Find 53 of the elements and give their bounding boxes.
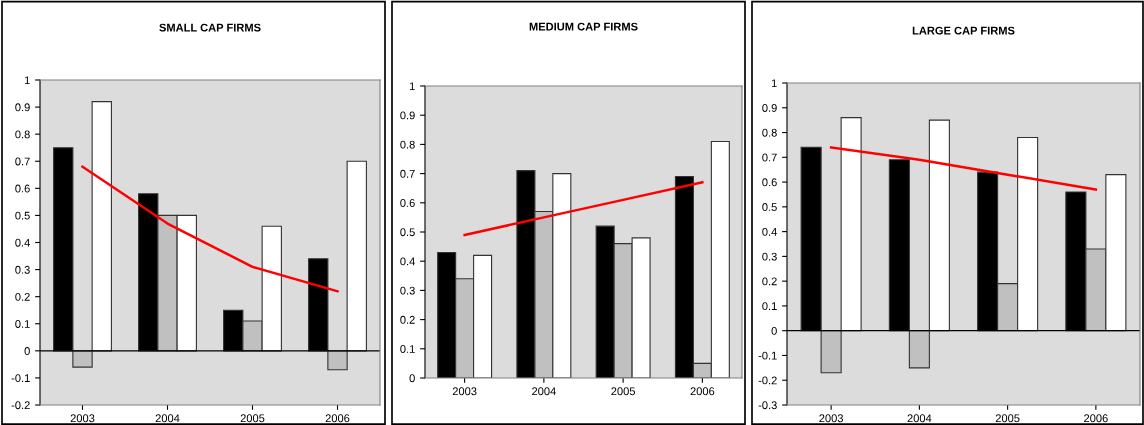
y-tick-label: 0.8 (15, 130, 30, 139)
y-tick-label: 0.9 (15, 103, 30, 112)
x-tick-label: 2004 (532, 387, 556, 396)
y-tick-label: 0.3 (15, 265, 30, 274)
x-tick-label: 2005 (611, 387, 636, 396)
x-tick-label: 2003 (70, 414, 95, 423)
y-tick-label: 0.6 (762, 178, 777, 187)
x-tick-label: 2006 (690, 387, 715, 396)
y-tick-label: 0 (771, 326, 777, 335)
x-tick-label: 2003 (452, 387, 477, 396)
chart-title: LARGE CAP FIRMS (912, 26, 1015, 35)
chart-title: MEDIUM CAP FIRMS (529, 22, 638, 31)
y-tick-label: -0.1 (11, 374, 30, 383)
y-tick-label: 0.9 (762, 104, 777, 112)
x-tick-label: 2004 (907, 414, 932, 423)
y-tick-label: 0.9 (400, 111, 415, 120)
y-tick-label: 0.1 (15, 320, 30, 328)
y-tick-label: -0.1 (758, 351, 777, 360)
x-tick-label: 2004 (155, 414, 180, 423)
y-tick-label: -0.3 (758, 401, 777, 410)
y-tick-label: 1 (409, 82, 415, 91)
x-tick-label: 2006 (1084, 414, 1108, 423)
y-tick-label: 0.5 (762, 203, 777, 211)
y-tick-label: 0.3 (762, 252, 777, 261)
y-tick-label: 0.8 (400, 140, 415, 149)
y-tick-label: 1 (24, 76, 30, 85)
y-tick-label: 0.4 (400, 257, 415, 266)
y-tick-label: 1 (771, 79, 777, 88)
y-tick-label: 0.3 (400, 286, 415, 295)
y-tick-label: 0.8 (762, 128, 777, 137)
y-tick-label: 0 (24, 347, 30, 355)
y-tick-label: 0.7 (400, 169, 415, 178)
chart-title: SMALL CAP FIRMS (159, 23, 261, 32)
x-tick-label: 2006 (325, 414, 350, 423)
y-tick-label: 0.6 (400, 199, 415, 207)
y-tick-label: 0.4 (762, 227, 777, 236)
y-tick-label: 0.6 (15, 184, 30, 193)
y-tick-label: 0.4 (15, 238, 30, 247)
y-tick-label: 0.2 (400, 315, 415, 324)
y-tick-label: 0.1 (400, 345, 415, 353)
y-tick-label: 0 (409, 374, 415, 383)
y-tick-label: 0.5 (400, 228, 415, 237)
x-tick-label: 2003 (819, 414, 843, 423)
y-tick-label: 0.1 (762, 302, 777, 311)
x-tick-label: 2005 (240, 414, 265, 423)
y-tick-label: 0.2 (762, 277, 777, 286)
y-tick-label: 0.7 (762, 153, 777, 162)
x-tick-label: 2005 (995, 414, 1020, 423)
y-tick-label: -0.2 (11, 401, 30, 410)
y-tick-label: 0.7 (15, 157, 30, 166)
y-tick-label: 0.2 (15, 292, 30, 301)
y-tick-label: 0.5 (15, 211, 30, 220)
y-tick-label: -0.2 (758, 376, 777, 385)
